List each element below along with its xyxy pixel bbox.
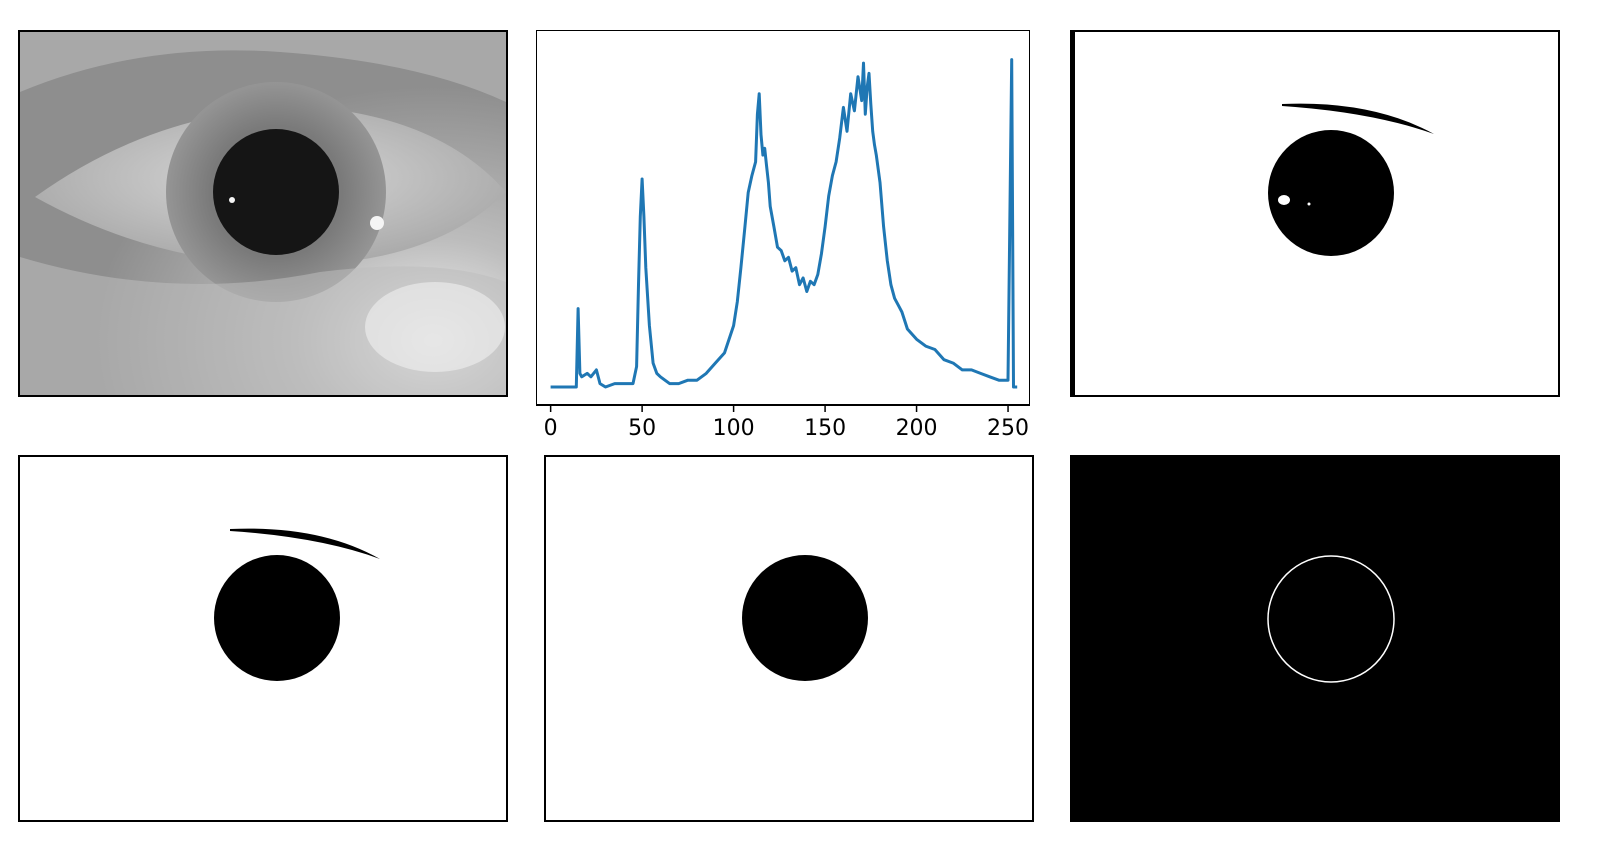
pupil-edge-svg: [1072, 457, 1558, 820]
pupil-edge-circle: [1267, 555, 1395, 683]
reflection-large: [370, 216, 384, 230]
reflection-hole-small: [1307, 202, 1311, 206]
x-tick-label-50: 50: [628, 416, 656, 441]
eyelash-blob: [1282, 103, 1434, 134]
pupil: [213, 129, 339, 255]
x-tick-label-250: 250: [987, 416, 1029, 441]
x-tick-label-200: 200: [896, 416, 938, 441]
eye-image-svg: [20, 32, 506, 395]
pupil-blob: [742, 555, 868, 681]
skin-highlight: [365, 282, 505, 372]
threshold-binary-image: [1070, 30, 1560, 397]
reflection-small: [229, 197, 235, 203]
histogram-line: [550, 58, 1018, 389]
histogram-chart: 0 50 100 150 200 250: [536, 30, 1030, 441]
reflection-hole-large: [1278, 195, 1290, 205]
pupil-mask-image: [544, 455, 1034, 822]
pupil-mask-svg: [742, 555, 868, 681]
cleaned-binary-svg: [214, 528, 380, 681]
histogram-frame: [536, 30, 1030, 406]
left-edge-noise: [1072, 32, 1075, 395]
x-tick-label-0: 0: [544, 416, 558, 441]
x-tick-label-150: 150: [804, 416, 846, 441]
cleaned-binary-image: [18, 455, 508, 822]
pupil-edge-image: [1070, 455, 1560, 822]
pupil-blob: [214, 555, 340, 681]
pupil-blob: [1268, 130, 1394, 256]
x-tick-label-100: 100: [713, 416, 755, 441]
edge-background: [1072, 457, 1558, 820]
eyelash-blob: [230, 528, 380, 559]
lower-eyelid: [20, 257, 506, 395]
x-axis: 0 50 100 150 200 250: [544, 405, 1029, 441]
original-eye-image: [18, 30, 508, 397]
upper-eyelid: [20, 32, 506, 102]
intensity-histogram: 0 50 100 150 200 250: [536, 30, 1030, 441]
threshold-binary-svg: [1072, 32, 1434, 395]
